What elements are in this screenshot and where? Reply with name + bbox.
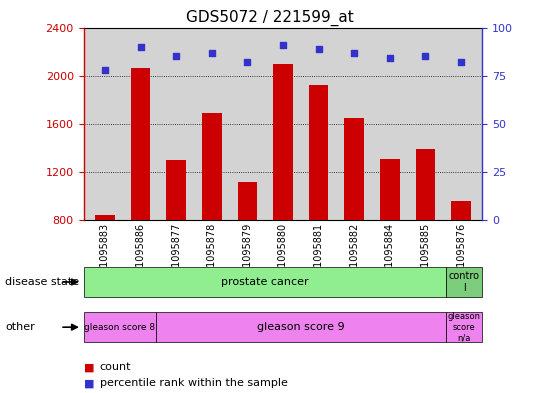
- Text: contro
l: contro l: [449, 271, 480, 293]
- Point: [136, 44, 145, 50]
- Point: [243, 59, 252, 65]
- Text: other: other: [5, 322, 35, 332]
- Bar: [238, 182, 257, 220]
- Bar: [416, 149, 435, 220]
- Text: gleason score 8: gleason score 8: [84, 323, 155, 332]
- Bar: [344, 118, 364, 220]
- Point: [279, 42, 287, 48]
- Point: [101, 67, 109, 73]
- Point: [385, 55, 394, 61]
- Text: ■: ■: [84, 362, 94, 373]
- Bar: [309, 85, 328, 220]
- Point: [172, 53, 181, 59]
- Text: count: count: [100, 362, 131, 373]
- Bar: [167, 160, 186, 220]
- Text: disease state: disease state: [5, 277, 80, 287]
- Point: [421, 53, 430, 59]
- Text: GDS5072 / 221599_at: GDS5072 / 221599_at: [185, 10, 354, 26]
- Point: [350, 50, 358, 56]
- Text: gleason
score
n/a: gleason score n/a: [448, 312, 481, 342]
- Point: [457, 59, 465, 65]
- Text: gleason score 9: gleason score 9: [257, 322, 345, 332]
- Bar: [95, 215, 115, 220]
- Bar: [273, 64, 293, 220]
- Bar: [380, 159, 399, 220]
- Text: percentile rank within the sample: percentile rank within the sample: [100, 378, 288, 388]
- Point: [208, 50, 216, 56]
- Bar: [451, 201, 471, 220]
- Text: prostate cancer: prostate cancer: [221, 277, 309, 287]
- Bar: [131, 68, 150, 220]
- Text: ■: ■: [84, 378, 94, 388]
- Bar: [202, 113, 222, 220]
- Point: [314, 46, 323, 52]
